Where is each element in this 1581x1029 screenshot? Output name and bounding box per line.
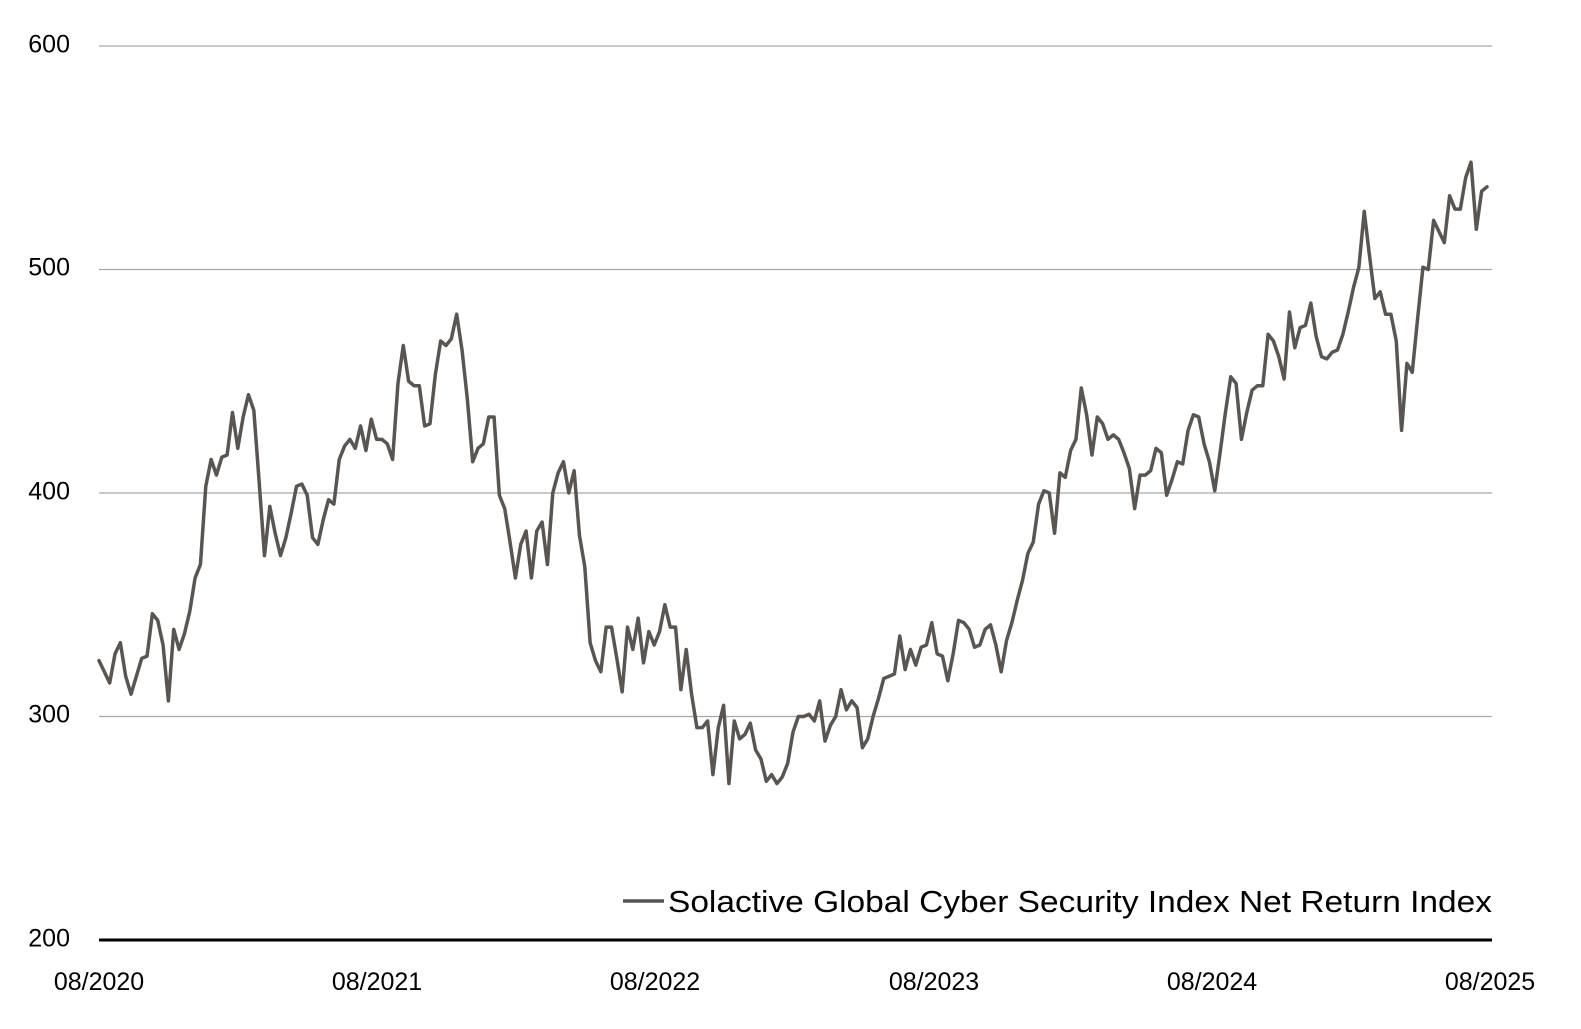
y-tick-label: 300 — [28, 701, 70, 729]
x-tick-label: 08/2022 — [610, 968, 700, 996]
series-line — [97, 160, 1489, 786]
y-axis-ticks: 600 500 400 300 200 — [28, 31, 70, 953]
x-tick-label: 08/2025 — [1445, 968, 1535, 996]
x-tick-label: 08/2023 — [889, 968, 979, 996]
legend-label: Solactive Global Cyber Security Index Ne… — [668, 884, 1493, 919]
y-tick-label: 400 — [28, 478, 70, 506]
x-axis-ticks: 08/2020 08/2021 08/2022 08/2023 08/2024 … — [54, 968, 1535, 996]
y-tick-label: 600 — [28, 31, 70, 59]
y-tick-label: 500 — [28, 254, 70, 282]
gridlines — [99, 45, 1492, 718]
legend: Solactive Global Cyber Security Index Ne… — [623, 884, 1493, 919]
x-tick-label: 08/2020 — [54, 968, 144, 996]
x-tick-label: 08/2021 — [332, 968, 422, 996]
y-tick-label: 200 — [28, 925, 70, 953]
x-tick-label: 08/2024 — [1167, 968, 1257, 996]
